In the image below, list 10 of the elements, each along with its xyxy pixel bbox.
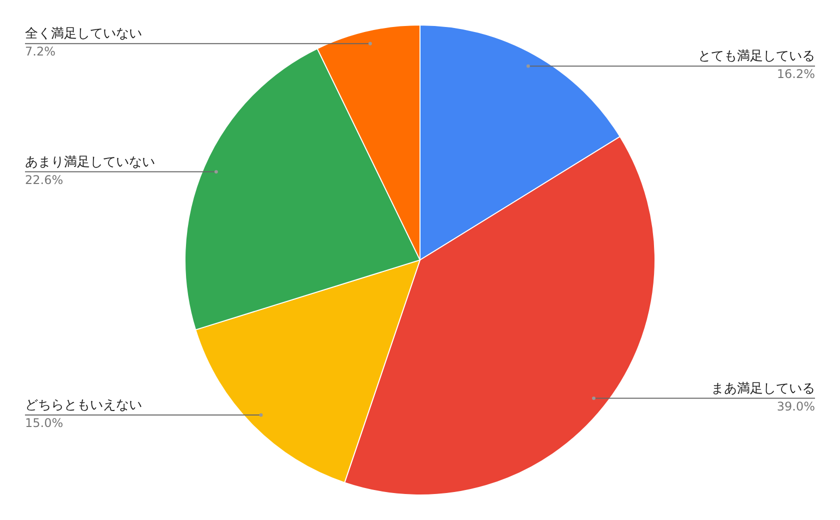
- slice-label: 全く満足していない: [25, 26, 142, 42]
- slice-label: とても満足している: [698, 49, 815, 64]
- slice-label: どちらともいえない: [25, 398, 142, 414]
- data-label: 16.2%: [776, 67, 815, 82]
- data-label: 15.0%: [25, 416, 64, 430]
- data-label: 22.6%: [25, 172, 64, 187]
- data-label: 7.2%: [25, 44, 56, 59]
- data-label: 39.0%: [776, 399, 815, 414]
- slice-label: まあ満足している: [711, 381, 815, 396]
- slice-label: あまり満足していない: [25, 154, 155, 170]
